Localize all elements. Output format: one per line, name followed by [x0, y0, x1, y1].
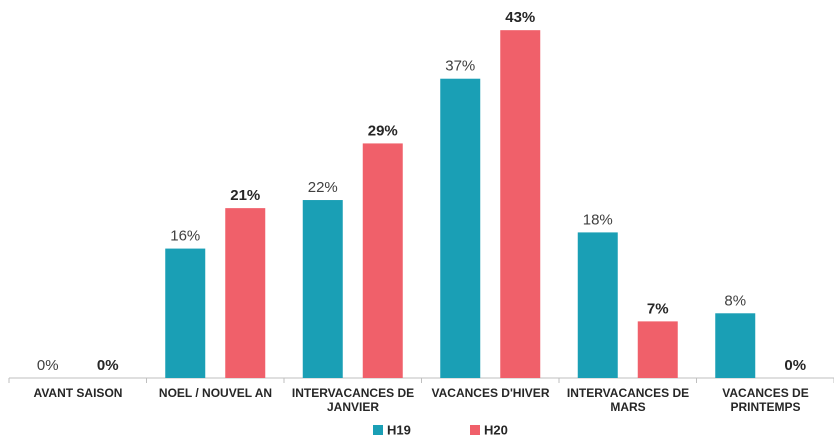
value-label: 22% — [308, 179, 338, 196]
x-tick-label: VACANCES DE PRINTEMPS — [722, 386, 809, 414]
x-tick-label: VACANCES D'HIVER — [431, 386, 550, 400]
bar — [637, 321, 678, 378]
value-label: 29% — [368, 122, 398, 139]
legend-label: H20 — [484, 422, 508, 437]
legend-swatch — [470, 425, 480, 435]
legend-swatch — [373, 425, 383, 435]
bar — [225, 208, 266, 378]
value-label: 37% — [445, 58, 475, 75]
value-label: 8% — [724, 292, 746, 309]
value-label: 0% — [37, 357, 59, 374]
value-label: 21% — [230, 187, 260, 204]
bar — [362, 143, 403, 378]
x-tick-label: NOEL / NOUVEL AN — [158, 386, 273, 400]
value-label: 16% — [170, 228, 200, 245]
x-tick-label: INTERVACANCES DE MARS — [566, 386, 690, 414]
value-label: 43% — [505, 9, 535, 26]
x-tick-label: INTERVACANCES DE JANVIER — [291, 386, 415, 414]
value-label: 0% — [97, 357, 119, 374]
value-label: 18% — [583, 211, 613, 228]
bar — [577, 232, 618, 378]
value-label: 7% — [647, 300, 669, 317]
x-tick-label: AVANT SAISON — [33, 386, 123, 400]
bar — [440, 78, 481, 378]
bar — [302, 200, 343, 378]
bar — [715, 313, 756, 378]
value-label: 0% — [784, 357, 806, 374]
bar — [165, 248, 206, 378]
legend-label: H19 — [387, 422, 411, 437]
bar — [500, 30, 541, 379]
